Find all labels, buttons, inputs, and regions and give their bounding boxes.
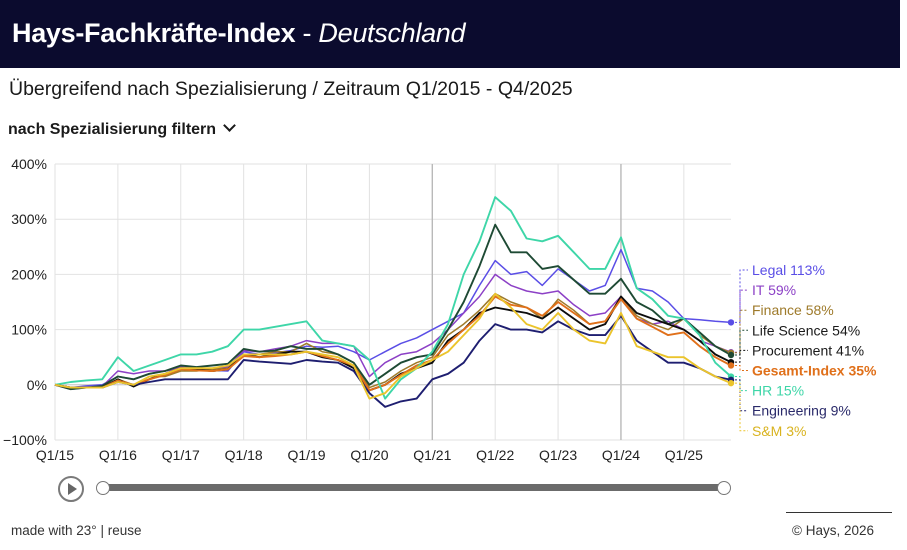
series-line-gesamt-index bbox=[54, 295, 732, 392]
footer-credits: made with 23° | reuse bbox=[11, 523, 142, 538]
series-label-legal: Legal 113% bbox=[752, 262, 825, 278]
x-tick-label: Q1/21 bbox=[413, 447, 451, 463]
series-label-gesamt-index: Gesamt-Index 35% bbox=[752, 363, 877, 379]
page-title: Hays-Fachkräfte-Index - Deutschland bbox=[12, 18, 466, 48]
x-tick-label: Q1/24 bbox=[602, 447, 640, 463]
series-label-engineering: Engineering 9% bbox=[752, 403, 851, 419]
x-tick-label: Q1/15 bbox=[36, 447, 74, 463]
leader-line-life-science bbox=[735, 329, 748, 356]
series-label-hr: HR 15% bbox=[752, 383, 804, 399]
series-line-s-m bbox=[54, 292, 732, 400]
y-tick-label: 100% bbox=[11, 322, 47, 338]
leader-line-it bbox=[735, 289, 748, 353]
leader-line-engineering bbox=[735, 379, 748, 412]
series-end-dot-legal bbox=[727, 319, 735, 326]
time-slider[interactable] bbox=[58, 474, 738, 504]
made-with-link[interactable]: made with 23° bbox=[11, 523, 97, 538]
y-tick-label: 400% bbox=[11, 156, 47, 172]
slider-end-handle[interactable] bbox=[717, 481, 731, 495]
copyright: © Hays, 2026 bbox=[792, 523, 874, 538]
filter-label: nach Spezialisierung filtern bbox=[8, 121, 217, 138]
series-label-life-science: Life Science 54% bbox=[752, 322, 860, 338]
x-tick-label: Q1/25 bbox=[665, 447, 703, 463]
leader-line-finance bbox=[735, 309, 748, 354]
x-tick-label: Q1/23 bbox=[539, 447, 577, 463]
specialization-filter-dropdown[interactable]: nach Spezialisierung filtern bbox=[8, 119, 236, 139]
series-line-hr bbox=[54, 196, 732, 400]
slider-start-handle[interactable] bbox=[96, 481, 110, 495]
series-end-dot-s-m bbox=[727, 379, 735, 387]
x-tick-label: Q1/19 bbox=[287, 447, 325, 463]
leader-line-procurement bbox=[735, 349, 748, 363]
region-label: Deutschland bbox=[318, 18, 466, 48]
series-line-finance bbox=[54, 292, 732, 389]
series-label-it: IT 59% bbox=[752, 282, 796, 298]
leader-line-legal bbox=[735, 269, 748, 323]
play-icon[interactable] bbox=[58, 476, 84, 502]
series-end-dot-life-science bbox=[727, 351, 735, 359]
x-tick-label: Q1/18 bbox=[225, 447, 263, 463]
reuse-link[interactable]: reuse bbox=[107, 523, 142, 538]
leader-line-s-m bbox=[735, 382, 748, 432]
leader-line-gesamt-index bbox=[735, 364, 748, 371]
x-tick-label: Q1/16 bbox=[99, 447, 137, 463]
chevron-down-icon bbox=[223, 119, 236, 132]
series-label-procurement: Procurement 41% bbox=[752, 342, 864, 358]
y-tick-label: 0% bbox=[27, 377, 47, 393]
y-tick-label: 300% bbox=[11, 211, 47, 227]
series-line-life-science bbox=[54, 223, 732, 391]
header-bar: Hays-Fachkräfte-Index - Deutschland bbox=[0, 0, 900, 68]
series-end-dot-gesamt-index bbox=[727, 362, 735, 369]
x-tick-label: Q1/17 bbox=[162, 447, 200, 463]
slider-track[interactable] bbox=[102, 484, 724, 491]
y-tick-label: −100% bbox=[3, 432, 47, 448]
series-line-legal bbox=[54, 248, 732, 389]
series-label-finance: Finance 58% bbox=[752, 302, 834, 318]
line-chart: −100% 0% 100% 200% 300% 400% Q1/15 Q1/16 Q1/17 Q1… bbox=[3, 156, 877, 463]
series-label-s-m: S&M 3% bbox=[752, 423, 806, 439]
x-tick-label: Q1/22 bbox=[476, 447, 514, 463]
x-tick-label: Q1/20 bbox=[350, 447, 388, 463]
chart-subtitle: Übergreifend nach Spezialisierung / Zeit… bbox=[9, 78, 573, 100]
footer-divider bbox=[786, 512, 892, 513]
y-tick-label: 200% bbox=[11, 266, 47, 282]
